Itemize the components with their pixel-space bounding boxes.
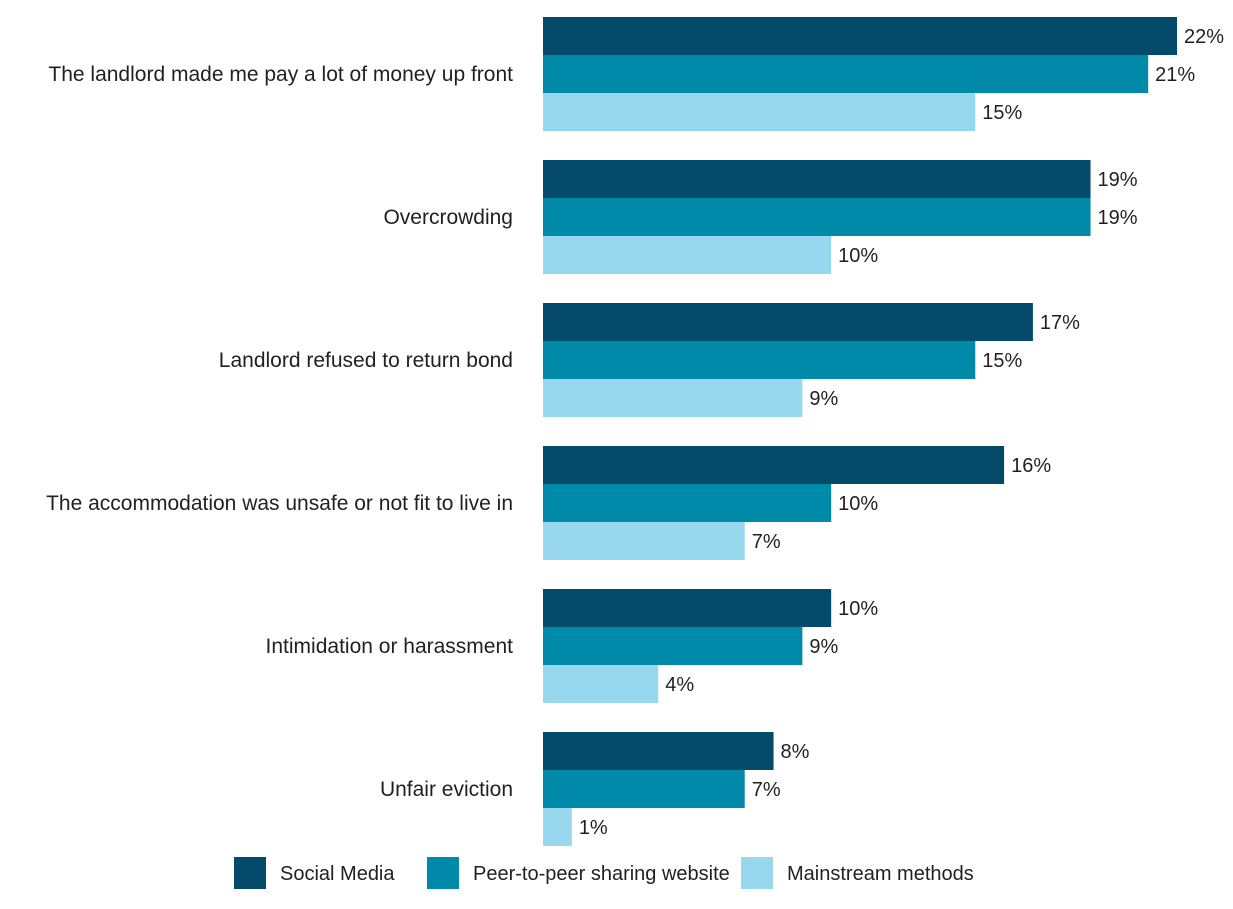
category-label: Intimidation or harassment bbox=[266, 635, 514, 658]
legend-swatch bbox=[234, 857, 266, 889]
data-label: 9% bbox=[809, 388, 838, 410]
bar bbox=[543, 236, 832, 274]
data-label: 15% bbox=[982, 102, 1022, 124]
bars-layer bbox=[543, 17, 1177, 846]
legend-label: Peer-to-peer sharing website bbox=[473, 863, 730, 885]
legend-label: Mainstream methods bbox=[787, 863, 974, 885]
data-label: 16% bbox=[1011, 455, 1051, 477]
bar bbox=[543, 17, 1177, 55]
data-label: 7% bbox=[752, 779, 781, 801]
data-label: 21% bbox=[1155, 64, 1195, 86]
data-label: 10% bbox=[838, 493, 878, 515]
data-label: 17% bbox=[1040, 312, 1080, 334]
bar bbox=[543, 808, 572, 846]
legend-swatch bbox=[427, 857, 459, 889]
bar bbox=[543, 379, 803, 417]
bar bbox=[543, 303, 1033, 341]
data-label: 10% bbox=[838, 245, 878, 267]
bar bbox=[543, 484, 832, 522]
data-label: 15% bbox=[982, 350, 1022, 372]
bar bbox=[543, 589, 832, 627]
category-label: Unfair eviction bbox=[380, 778, 513, 801]
bar bbox=[543, 160, 1091, 198]
legend-swatch bbox=[741, 857, 773, 889]
bar bbox=[543, 665, 659, 703]
bar bbox=[543, 93, 976, 131]
bar bbox=[543, 732, 774, 770]
labels-layer: The landlord made me pay a lot of money … bbox=[46, 26, 1224, 839]
data-label: 19% bbox=[1098, 169, 1138, 191]
data-label: 9% bbox=[809, 636, 838, 658]
data-label: 1% bbox=[579, 817, 608, 839]
category-label: The accommodation was unsafe or not fit … bbox=[46, 492, 513, 515]
data-label: 19% bbox=[1098, 207, 1138, 229]
bar bbox=[543, 770, 745, 808]
data-label: 22% bbox=[1184, 26, 1224, 48]
bar bbox=[543, 55, 1149, 93]
bar bbox=[543, 198, 1091, 236]
legend-label: Social Media bbox=[280, 863, 395, 885]
category-label: Landlord refused to return bond bbox=[219, 349, 513, 372]
bar bbox=[543, 522, 745, 560]
legend: Social Media Peer-to-peer sharing website… bbox=[234, 857, 974, 889]
data-label: 7% bbox=[752, 531, 781, 553]
category-label: Overcrowding bbox=[383, 206, 513, 229]
category-label: The landlord made me pay a lot of money … bbox=[48, 63, 513, 86]
bar bbox=[543, 627, 803, 665]
bar bbox=[543, 341, 976, 379]
data-label: 8% bbox=[781, 741, 810, 763]
data-label: 4% bbox=[665, 674, 694, 696]
data-label: 10% bbox=[838, 598, 878, 620]
bar bbox=[543, 446, 1005, 484]
